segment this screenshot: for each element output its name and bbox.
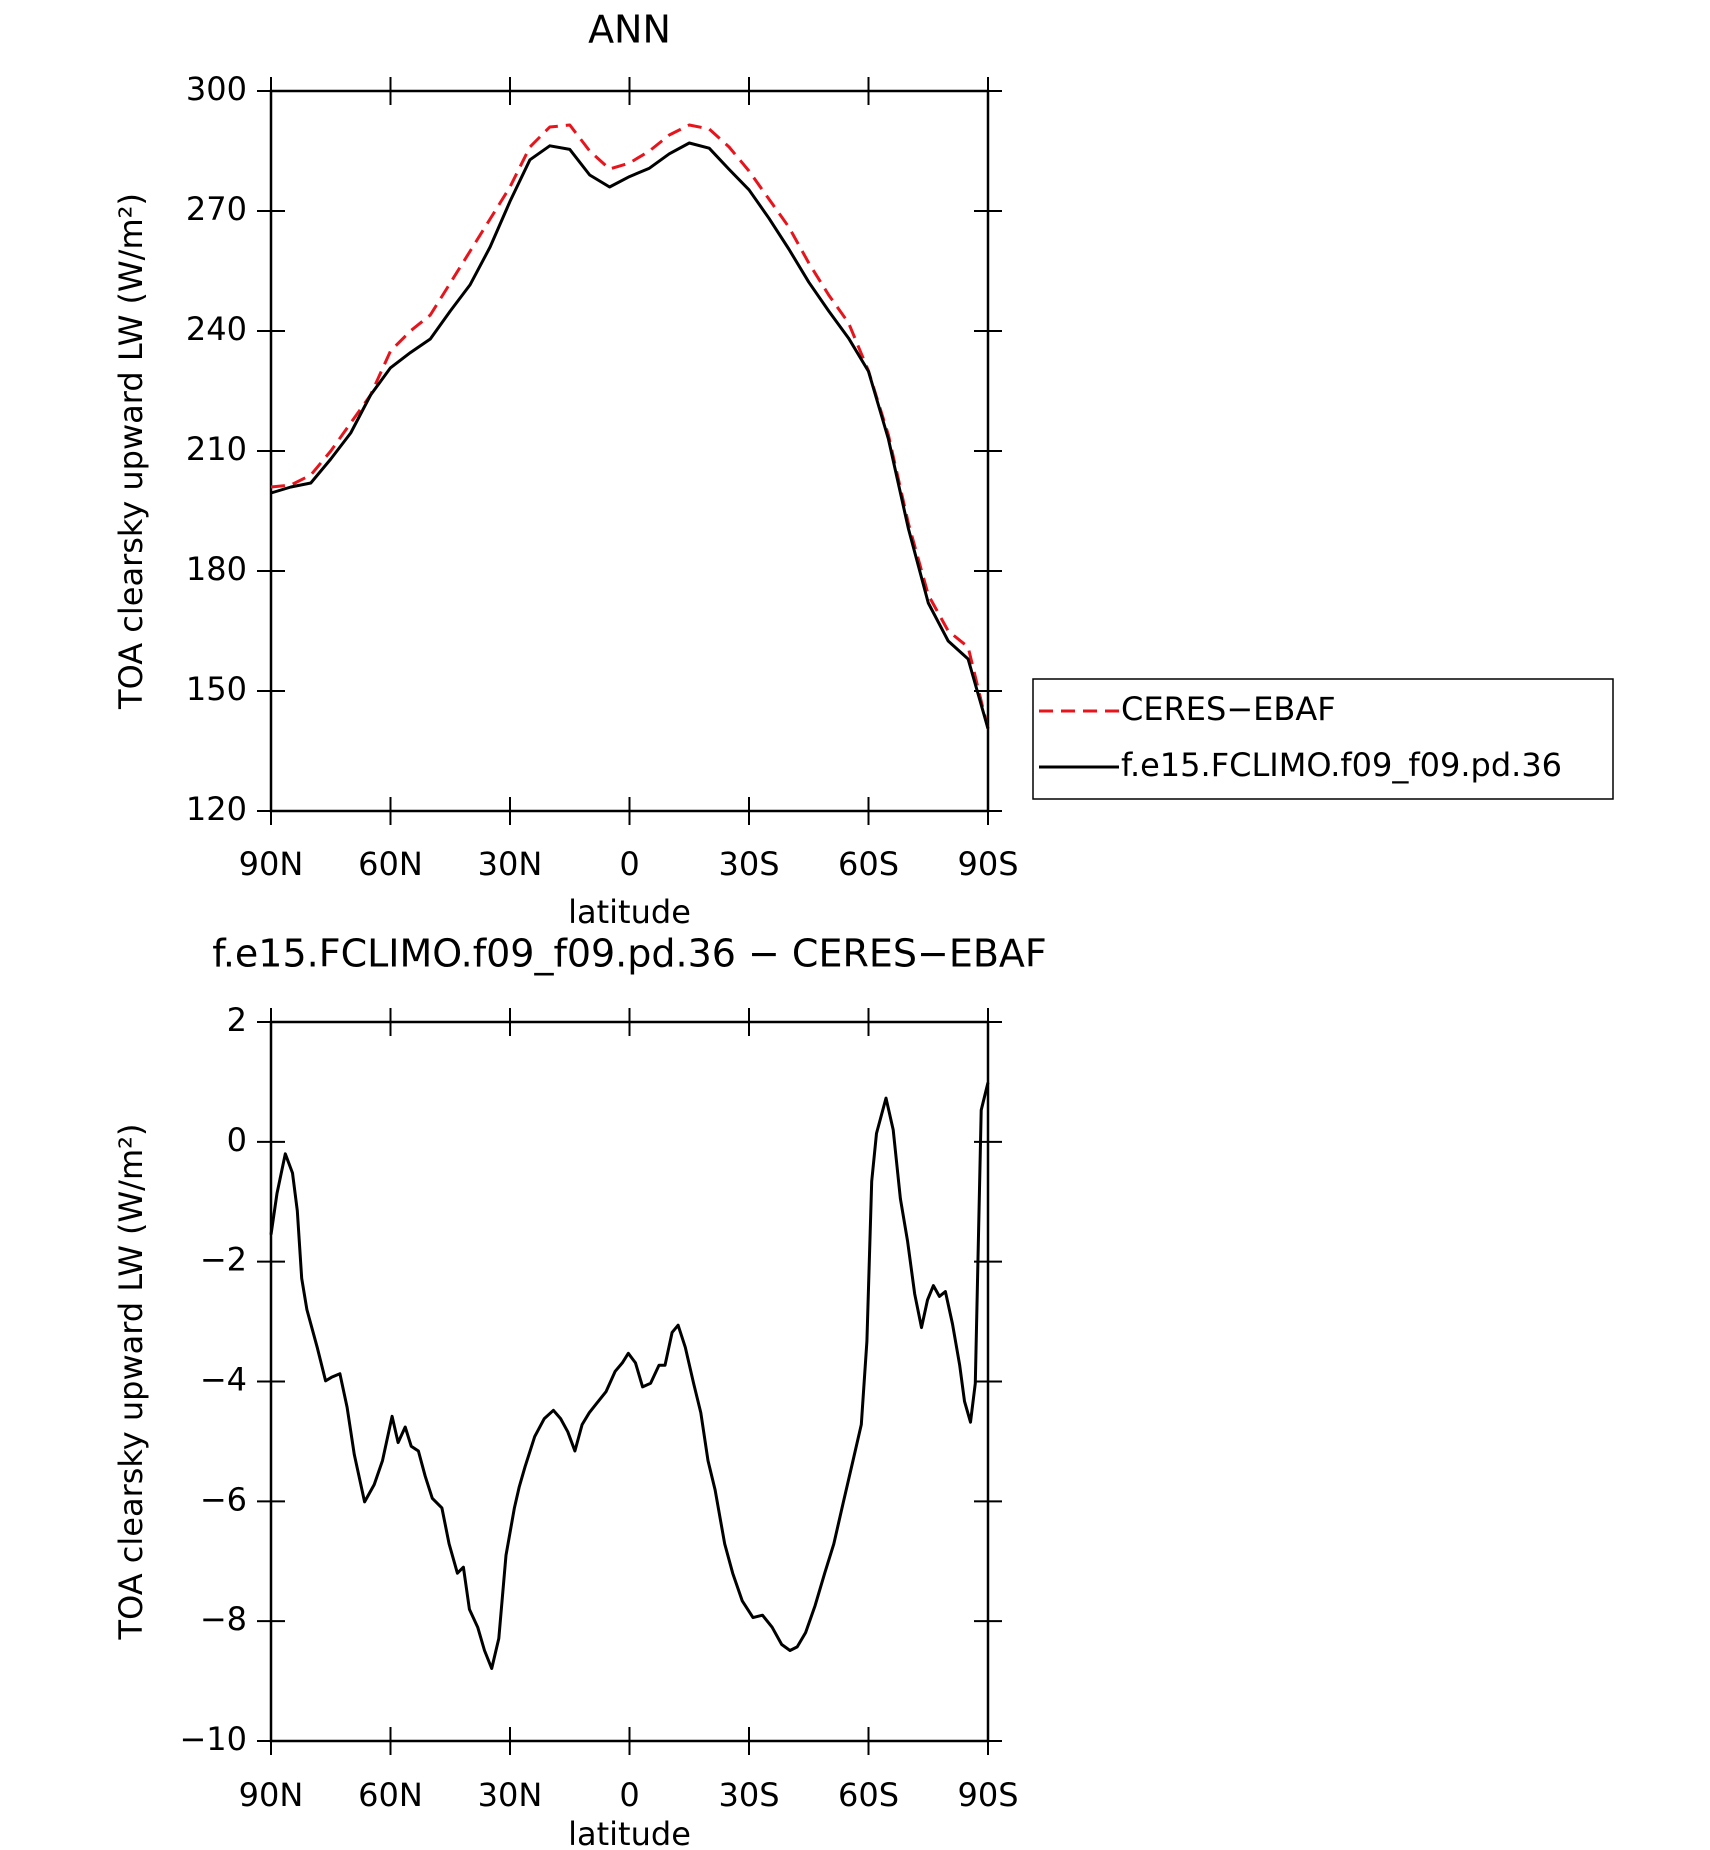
y-tick-label: 210 (186, 430, 247, 468)
legend-label: CERES−EBAF (1121, 690, 1336, 728)
chart-title: ANN (588, 8, 671, 52)
x-tick-label: 30S (718, 845, 779, 883)
y-tick-label: 270 (186, 190, 247, 228)
x-axis-label: latitude (568, 893, 691, 931)
x-tick-label: 60S (838, 845, 899, 883)
x-tick-label: 60N (358, 845, 423, 883)
y-tick-label: 180 (186, 550, 247, 588)
x-tick-label: 0 (619, 845, 639, 883)
y-tick-label: 240 (186, 310, 247, 348)
x-tick-label: 90N (239, 845, 304, 883)
y-tick-label: −10 (179, 1720, 247, 1758)
x-tick-label: 0 (619, 1776, 639, 1814)
y-tick-label: 120 (186, 790, 247, 828)
chart-title: f.e15.FCLIMO.f09_f09.pd.36 − CERES−EBAF (212, 932, 1047, 976)
x-tick-label: 30N (478, 845, 543, 883)
x-tick-label: 90N (239, 1776, 304, 1814)
y-axis-label: TOA clearsky upward LW (W/m²) (112, 193, 150, 710)
data-line (269, 1082, 990, 1670)
data-line (270, 141, 990, 730)
data-line (270, 123, 990, 730)
x-tick-label: 60S (838, 1776, 899, 1814)
y-tick-label: 150 (186, 670, 247, 708)
y-tick-label: −6 (200, 1480, 247, 1518)
y-tick-label: 300 (186, 70, 247, 108)
x-tick-label: 30S (718, 1776, 779, 1814)
legend-box (1032, 678, 1614, 800)
plot-frame (269, 1020, 990, 1743)
plot-frame (269, 89, 990, 813)
y-tick-label: 0 (227, 1121, 247, 1159)
y-tick-label: −8 (200, 1600, 247, 1638)
y-axis-label: TOA clearsky upward LW (W/m²) (112, 1124, 150, 1641)
y-tick-label: −4 (200, 1361, 247, 1399)
x-tick-label: 90S (957, 1776, 1018, 1814)
x-tick-label: 90S (957, 845, 1018, 883)
legend-label: f.e15.FCLIMO.f09_f09.pd.36 (1121, 746, 1562, 784)
x-tick-label: 60N (358, 1776, 423, 1814)
x-axis-label: latitude (568, 1815, 691, 1850)
y-tick-label: 2 (227, 1001, 247, 1039)
y-tick-label: −2 (200, 1241, 247, 1279)
x-tick-label: 30N (478, 1776, 543, 1814)
